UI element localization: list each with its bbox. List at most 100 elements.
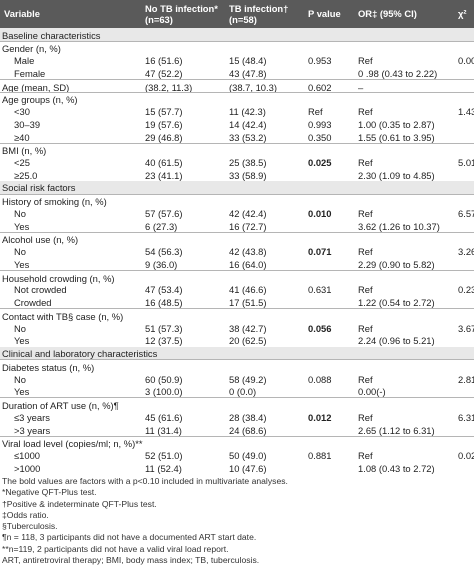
cell-label: No (14, 207, 26, 219)
cell-label: Female (14, 67, 46, 79)
data-row: Female 47 (52.2) 43 (47.8) 0 .98 (0.43 to 2… (0, 66, 474, 79)
cell-label: <25 (14, 156, 30, 168)
group-row: BMI (n, %) (0, 142, 474, 156)
cell-tb: 10 (47.6) (229, 462, 267, 474)
data-row: No 57 (57.6) 42 (42.4) 0.010 Ref 6.57 (0, 206, 474, 219)
cell-label: No (14, 246, 26, 258)
cell-tb: 14 (42.4) (229, 118, 267, 130)
header-cell: No TB infection* (145, 3, 218, 14)
cell-no-tb: 11 (52.4) (145, 462, 182, 474)
cell-label: Age groups (n, %) (2, 94, 78, 106)
footnote: *Negative QFT-Plus test. (2, 487, 97, 498)
cell-label: Duration of ART use (n, %)¶ (2, 400, 119, 412)
cell-p: 0.012 (308, 411, 332, 423)
cell-tb: 28 (38.4) (229, 411, 267, 423)
cell-label: Alcohol use (n, %) (2, 234, 79, 246)
cell-or: Ref (358, 55, 373, 67)
cell-tb: 15 (48.4) (229, 55, 267, 67)
cell-or: 3.62 (1.26 to 10.37) (358, 220, 440, 232)
data-row: 30–39 19 (57.6) 14 (42.4) 0.993 1.00 (0.35 t… (0, 117, 474, 130)
footnote: ‡Odds ratio. (2, 509, 49, 520)
cell-no-tb: 19 (57.6) (145, 118, 183, 130)
cell-no-tb: 16 (51.6) (145, 55, 183, 67)
cell-label: Male (14, 55, 35, 67)
cell-chi2: 0.00 (458, 55, 474, 67)
cell-tb: 38 (42.7) (229, 322, 267, 334)
cell-tb: 42 (42.4) (229, 207, 267, 219)
cell-tb: 16 (64.0) (229, 258, 267, 270)
cell-label: 30–39 (14, 118, 41, 130)
cell-tb: 58 (49.2) (229, 373, 267, 385)
data-row: Yes 12 (37.5) 20 (62.5) 2.24 (0.96 to 5.21) (0, 334, 474, 347)
cell-tb: 16 (72.7) (229, 220, 267, 232)
footnote: The bold values are factors with a p<0.1… (2, 476, 288, 486)
cell-tb: (38.7, 10.3) (229, 81, 277, 93)
cell-no-tb: (38.2, 11.3) (145, 81, 193, 93)
cell-no-tb: 15 (57.7) (145, 106, 183, 118)
cell-tb: 41 (46.6) (229, 284, 267, 296)
cell-label: ≤3 years (14, 411, 50, 423)
cell-or: Ref (358, 450, 373, 461)
cell-or: 2.24 (0.96 to 5.21) (358, 335, 435, 347)
cell-label: Yes (14, 335, 30, 347)
cell-chi2: 3.67 (458, 322, 474, 334)
cell-p: 0.993 (308, 118, 332, 130)
footnotes: The bold values are factors with a p<0.1… (2, 476, 288, 566)
group-row: Viral load level (copies/ml; n, %)** (0, 435, 474, 449)
cell-label: >1000 (14, 462, 41, 474)
group-row: Duration of ART use (n, %)¶ (0, 397, 474, 412)
header-count: (n=63) (145, 14, 173, 25)
group-row: Age groups (n, %) (0, 91, 474, 106)
cell-chi2: 2.81 (458, 373, 474, 385)
section-title: Social risk factors (2, 182, 76, 194)
cell-no-tb: 60 (50.9) (145, 373, 183, 385)
section-row: Baseline characteristics (0, 28, 474, 41)
header-cell: χ² (458, 8, 467, 19)
cell-label: No (14, 373, 26, 385)
cell-label: Not crowded (14, 284, 67, 296)
header-row: Variable No TB infection* (n=63) TB infecti… (0, 0, 474, 28)
cell-chi2: 0.02 (458, 450, 474, 461)
cell-tb: 33 (53.2) (229, 131, 267, 143)
footnote: †Positive & indeterminate QFT-Plus test. (2, 498, 157, 509)
data-row: >1000 11 (52.4) 10 (47.6) 1.08 (0.43 to 2.7… (0, 461, 474, 474)
cell-no-tb: 3 (100.0) (145, 386, 183, 398)
cell-or: 2.29 (0.90 to 5.82) (358, 258, 435, 270)
cell-no-tb: 12 (37.5) (145, 335, 183, 347)
cell-chi2: 6.57 (458, 207, 474, 219)
cell-no-tb: 54 (56.3) (145, 246, 183, 258)
cell-no-tb: 16 (48.5) (145, 297, 183, 309)
group-row: History of smoking (n, %) (0, 193, 474, 207)
section-row: Social risk factors (0, 180, 474, 194)
cell-no-tb: 47 (53.4) (145, 284, 183, 296)
data-row: No 51 (57.3) 38 (42.7) 0.056 Ref 3.67 (0, 321, 474, 334)
cell-tb: 33 (58.9) (229, 169, 267, 181)
cell-tb: 11 (42.3) (229, 106, 266, 118)
cell-or: Ref (358, 411, 373, 423)
cell-label: Gender (n, %) (2, 43, 61, 55)
cell-p: 0.010 (308, 207, 332, 219)
section-title: Baseline characteristics (2, 29, 101, 41)
data-row: ≥25.0 23 (41.1) 33 (58.9) 2.30 (1.09 to 4.8… (0, 168, 474, 181)
header-cell: P value (308, 8, 341, 19)
cell-or: Ref (358, 156, 373, 168)
footnote: ART, antiretroviral therapy; BMI, body m… (2, 555, 260, 566)
data-row: Crowded 16 (48.5) 17 (51.5) 1.22 (0.54 to 2… (0, 296, 474, 309)
cell-no-tb: 45 (61.6) (145, 411, 183, 423)
cell-p: 0.071 (308, 246, 332, 258)
data-row: ≤1000 52 (51.0) 50 (49.0) 0.881 Ref 0.02 (0, 448, 474, 461)
cell-tb: 17 (51.5) (229, 297, 267, 309)
cell-no-tb: 51 (57.3) (145, 322, 183, 334)
data-row: No 60 (50.9) 58 (49.2) 0.088 Ref 2.81 (0, 372, 474, 385)
cell-or: 1.22 (0.54 to 2.72) (358, 297, 435, 309)
group-row: Alcohol use (n, %) (0, 231, 474, 246)
cell-no-tb: 9 (36.0) (145, 258, 178, 270)
cell-label: Yes (14, 258, 30, 270)
cell-p: 0.025 (308, 156, 332, 168)
header-cell: OR‡ (95% CI) (358, 8, 417, 19)
cell-chi2: 5.01 (458, 156, 474, 168)
data-row: Male 16 (51.6) 15 (48.4) 0.953 Ref 0.00 (0, 53, 474, 66)
cell-tb: 42 (43.8) (229, 246, 267, 258)
cell-p: 0.088 (308, 373, 332, 385)
